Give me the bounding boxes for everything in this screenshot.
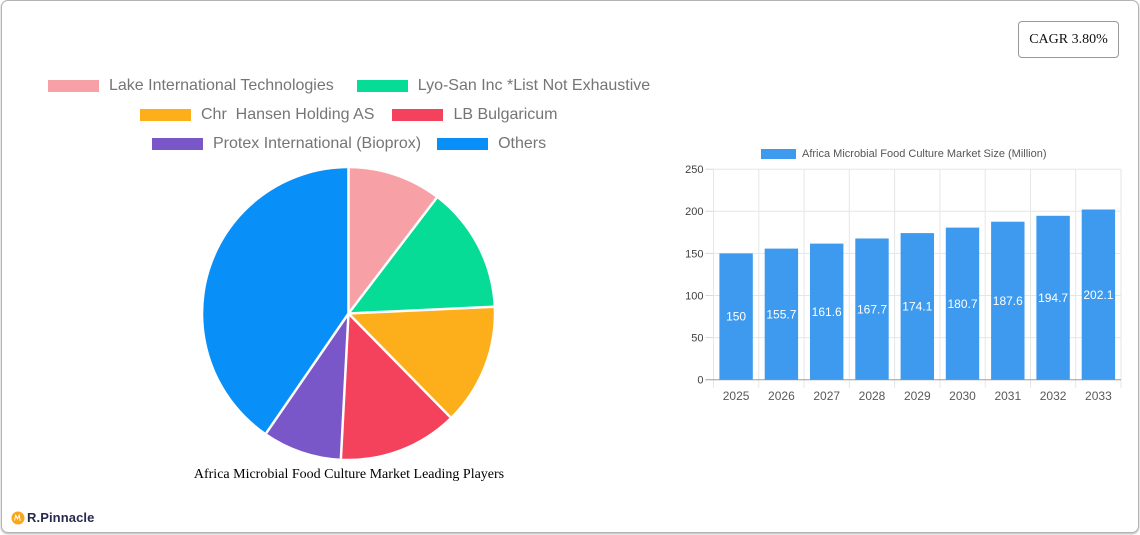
svg-text:0: 0 bbox=[697, 375, 703, 387]
svg-text:187.6: 187.6 bbox=[993, 294, 1023, 308]
svg-text:200: 200 bbox=[685, 206, 703, 218]
svg-text:2026: 2026 bbox=[768, 389, 795, 403]
svg-text:150: 150 bbox=[726, 310, 746, 324]
svg-text:155.7: 155.7 bbox=[766, 307, 796, 321]
svg-text:202.1: 202.1 bbox=[1083, 288, 1113, 302]
svg-text:250: 250 bbox=[685, 164, 703, 176]
svg-text:2032: 2032 bbox=[1040, 389, 1067, 403]
svg-text:167.7: 167.7 bbox=[857, 302, 887, 316]
svg-text:2028: 2028 bbox=[859, 389, 886, 403]
svg-text:174.1: 174.1 bbox=[902, 300, 932, 314]
svg-text:194.7: 194.7 bbox=[1038, 291, 1068, 305]
svg-text:50: 50 bbox=[691, 333, 703, 345]
svg-text:150: 150 bbox=[685, 248, 703, 260]
svg-text:2029: 2029 bbox=[904, 389, 931, 403]
svg-text:180.7: 180.7 bbox=[947, 297, 977, 311]
svg-text:161.6: 161.6 bbox=[812, 305, 842, 319]
svg-text:2027: 2027 bbox=[813, 389, 840, 403]
svg-text:2030: 2030 bbox=[949, 389, 976, 403]
svg-text:2031: 2031 bbox=[994, 389, 1021, 403]
svg-text:100: 100 bbox=[685, 290, 703, 302]
svg-text:2033: 2033 bbox=[1085, 389, 1112, 403]
svg-text:2025: 2025 bbox=[723, 389, 750, 403]
